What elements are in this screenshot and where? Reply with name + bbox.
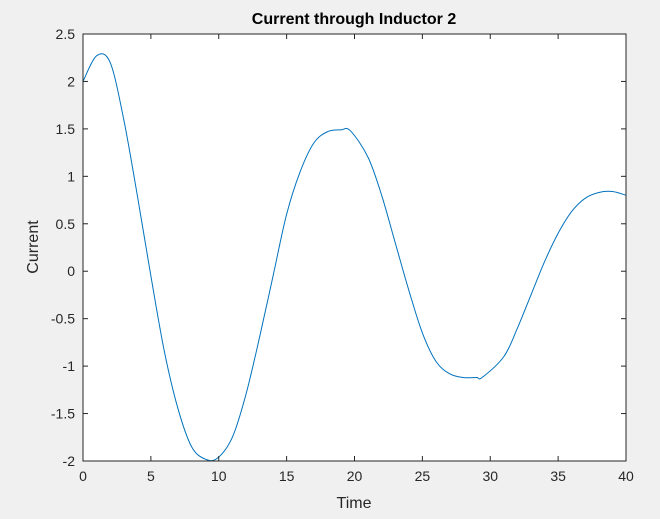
plot-area	[83, 34, 626, 461]
x-tick-label: 25	[415, 468, 431, 484]
y-tick-label: -2	[63, 453, 76, 469]
y-tick-label: 2.5	[56, 26, 76, 42]
y-tick-label: 2	[67, 73, 75, 89]
y-tick-label: -0.5	[51, 311, 75, 327]
x-tick-label: 40	[618, 468, 634, 484]
data-layer	[82, 53, 627, 462]
x-tick-label: 10	[211, 468, 227, 484]
y-axis-label: Current	[25, 220, 42, 274]
y-tick-label: 1	[67, 168, 75, 184]
y-tick-label: 1.5	[56, 121, 76, 137]
x-tick-label: 20	[347, 468, 363, 484]
chart-title: Current through Inductor 2	[252, 11, 457, 28]
x-tick-label: 30	[482, 468, 498, 484]
series-line-1	[82, 53, 627, 462]
x-axis-label: Time	[337, 495, 372, 512]
x-tick-label: 5	[147, 468, 155, 484]
x-tick-label: 0	[79, 468, 87, 484]
x-tick-label: 35	[550, 468, 566, 484]
x-tick-label: 15	[279, 468, 295, 484]
axes: 0 5 10 15 20 25 30 35 40 -2 -1.5 -1 -0.5 0 0.5 1 1.5 2 2.5	[51, 26, 634, 484]
y-tick-label: -1.5	[51, 406, 75, 422]
y-tick-label: 0.5	[56, 216, 76, 232]
y-tick-label: -1	[63, 358, 76, 374]
y-tick-label: 0	[67, 263, 75, 279]
